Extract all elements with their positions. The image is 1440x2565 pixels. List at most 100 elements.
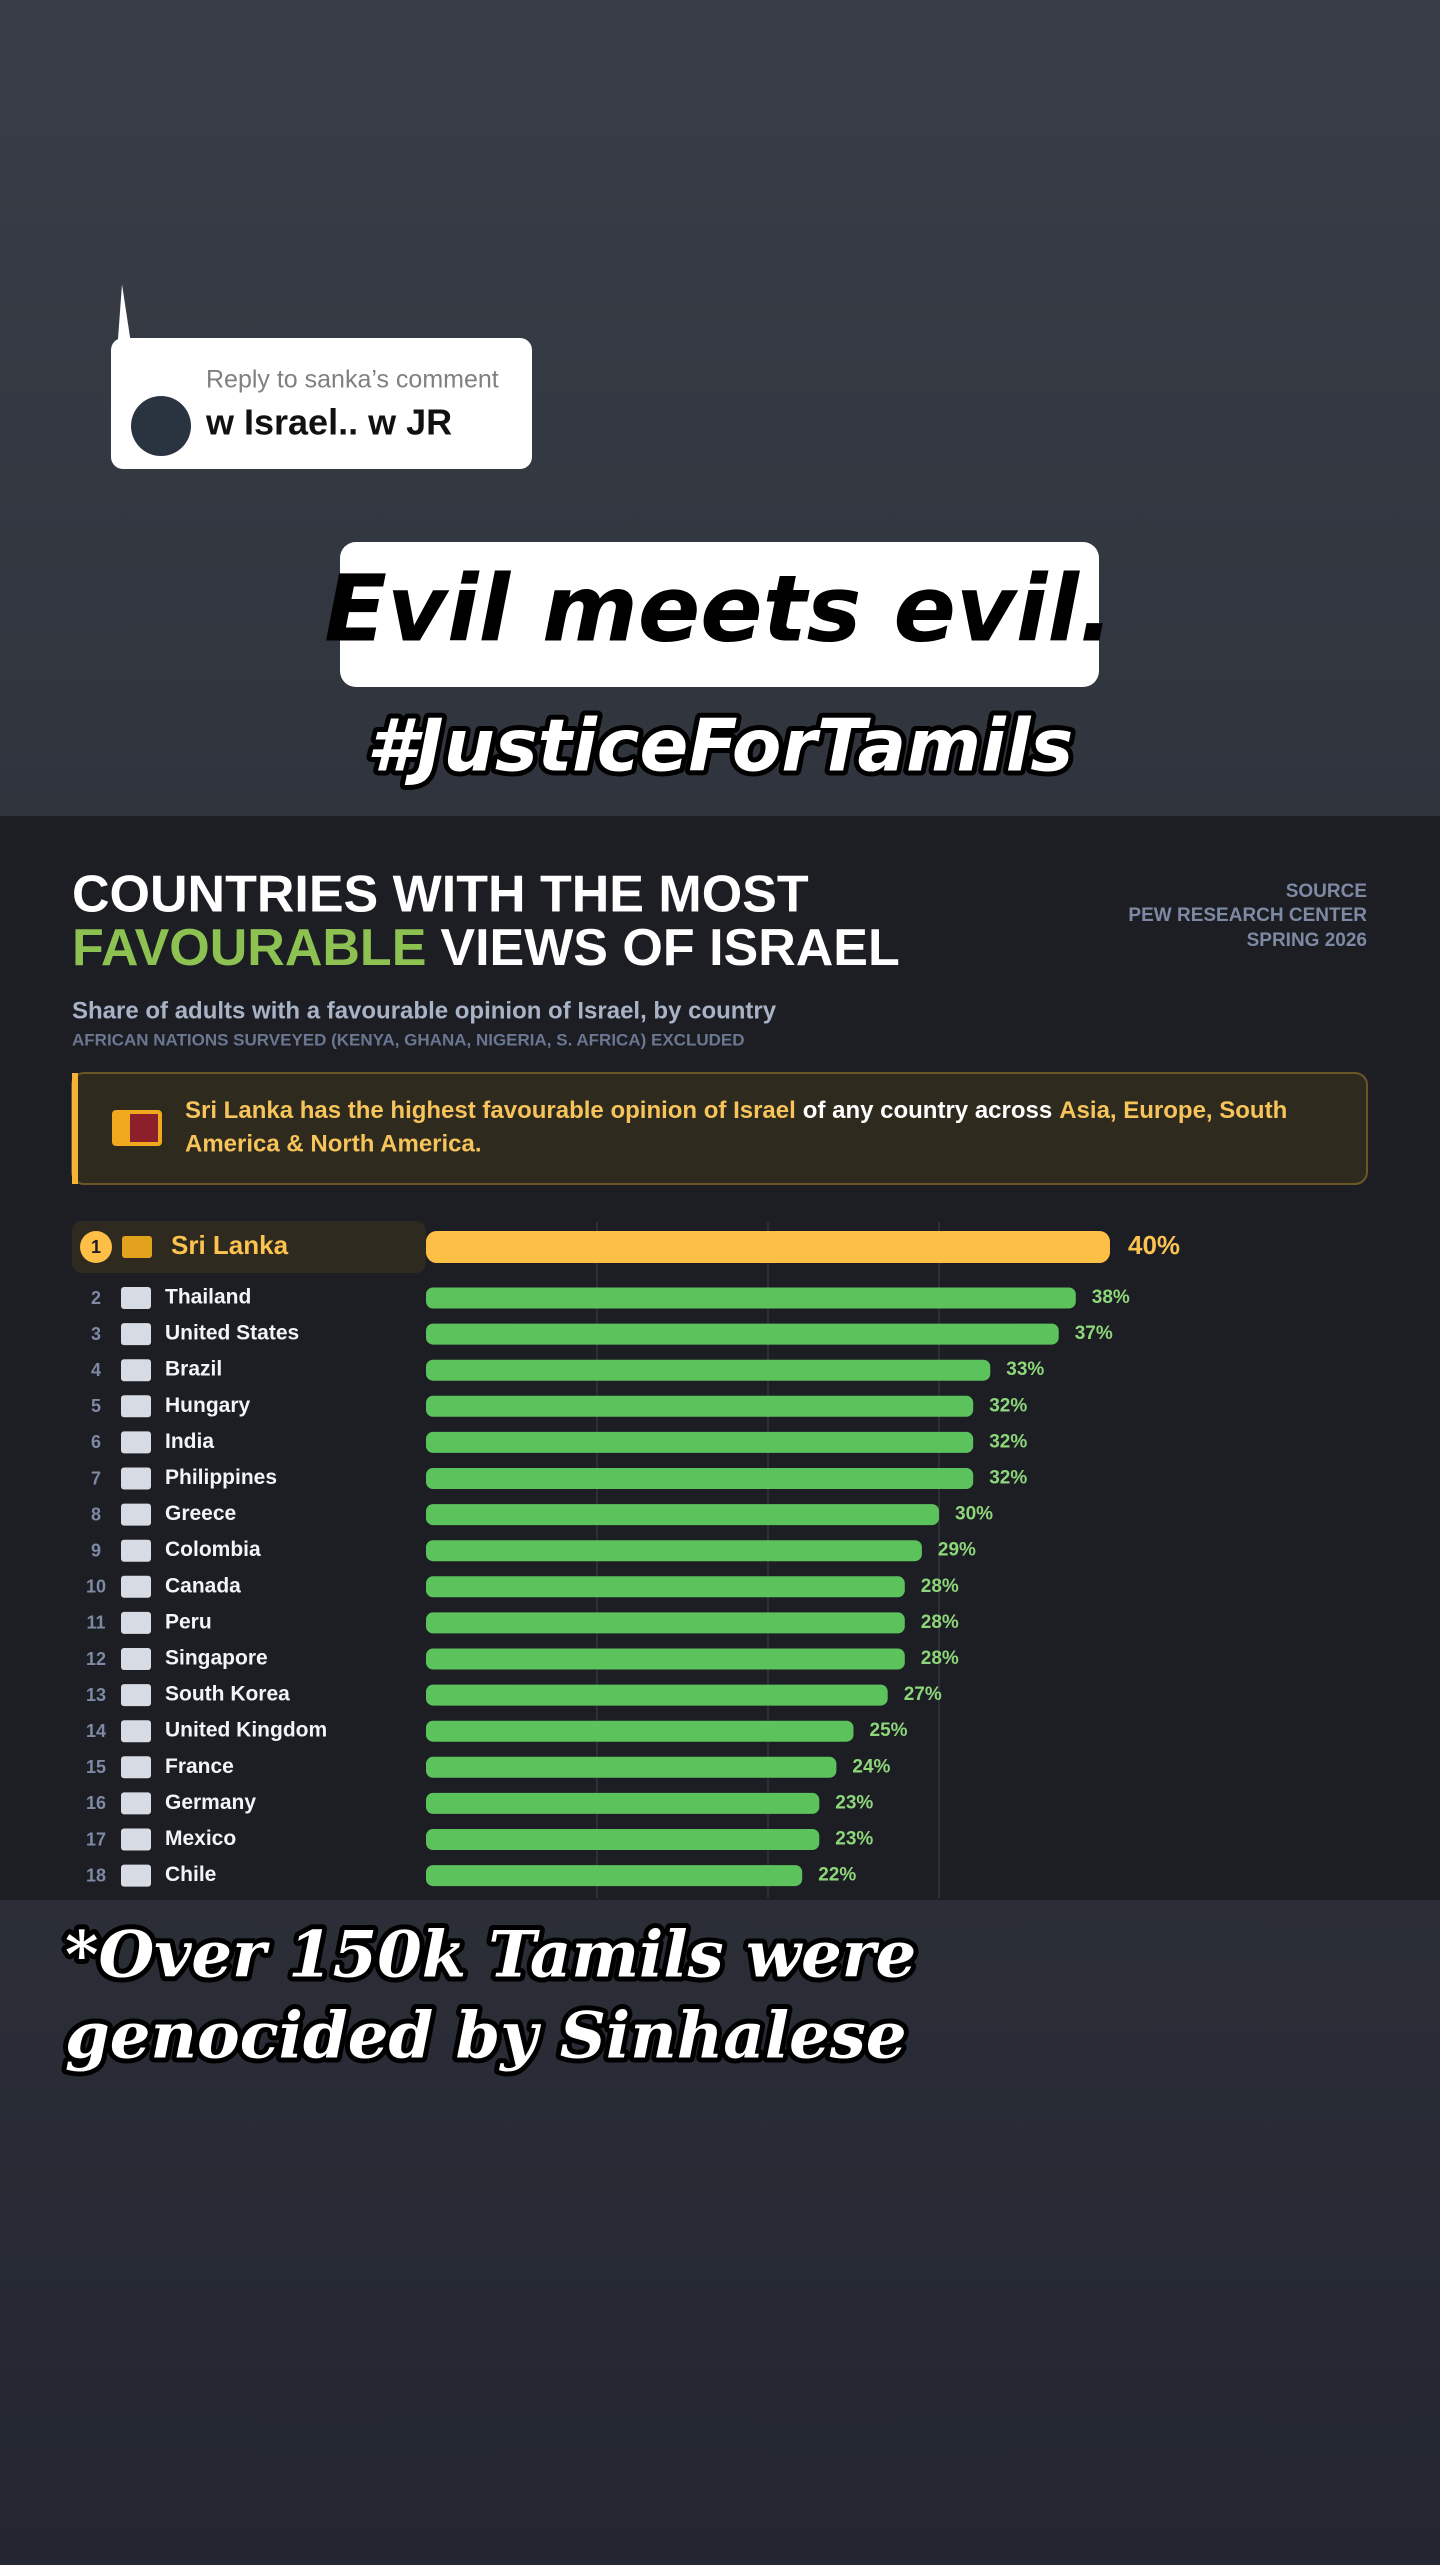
plot: 1 Sri Lanka 40% 2 Thailand 38% 3 United States 3… (72, 1221, 1180, 1898)
bar (426, 1576, 905, 1598)
rank: 18 (86, 1865, 106, 1885)
chart-title: COUNTRIES WITH THE MOST (72, 866, 809, 924)
bar (426, 1540, 922, 1562)
value-label: 22% (818, 1865, 856, 1886)
bottom-background (0, 1900, 1440, 2560)
flag-icon (121, 1395, 151, 1418)
bar (426, 1287, 1076, 1309)
bar (426, 1323, 1059, 1345)
rank: 11 (86, 1613, 105, 1633)
bar (426, 1359, 991, 1381)
value-label: 37% (1075, 1323, 1113, 1344)
bar (426, 1829, 820, 1850)
bar (426, 1756, 837, 1778)
country-label: Canada (165, 1574, 241, 1597)
bar (426, 1865, 803, 1887)
bar (426, 1792, 820, 1814)
chart-background (0, 816, 1440, 1900)
flag-icon (121, 1684, 151, 1707)
bar (426, 1468, 974, 1489)
footer-line: *Over 150k Tamils were (65, 1918, 916, 1993)
title-highlight: FAVOURABLE (72, 919, 426, 977)
caption: Evil meets evil. (324, 555, 1114, 662)
rank: 5 (91, 1396, 101, 1416)
value-label: 32% (989, 1431, 1027, 1452)
rank: 12 (86, 1649, 106, 1669)
country-label: United States (165, 1322, 299, 1345)
country-label: Colombia (165, 1538, 261, 1561)
country-label: India (165, 1430, 214, 1453)
country-label: Chile (165, 1863, 216, 1886)
rank: 7 (91, 1468, 101, 1488)
rank: 3 (91, 1324, 101, 1344)
country-label: Germany (165, 1791, 256, 1814)
source-date: SPRING 2026 (1247, 930, 1367, 951)
flag-icon (121, 1287, 151, 1309)
value-label: 28% (921, 1648, 959, 1669)
footer-line: genocided by Sinhalese (65, 1999, 907, 2074)
value-label: 33% (1006, 1359, 1044, 1380)
flag-icon (121, 1720, 151, 1743)
value-label: 27% (904, 1684, 942, 1705)
rank: 10 (86, 1577, 106, 1597)
value-label: 30% (955, 1504, 993, 1525)
flag-icon (121, 1828, 151, 1851)
callout-box (71, 1072, 1368, 1185)
rank: 9 (91, 1540, 101, 1560)
flag-icon (121, 1503, 151, 1526)
reply-label: Reply to sanka’s comment (206, 366, 499, 394)
rank: 6 (91, 1432, 101, 1452)
flag-icon (130, 1114, 158, 1142)
rank: 4 (91, 1360, 101, 1380)
country-label: Brazil (165, 1358, 222, 1381)
callout-highlight: Sri Lanka has the highest favourable opi… (185, 1097, 796, 1124)
reply-bubble (111, 338, 532, 469)
subtitle: Share of adults with a favourable opinio… (72, 997, 777, 1024)
value-label: 32% (989, 1468, 1027, 1489)
highlight-row (72, 1221, 426, 1273)
callout-line: Sri Lanka has the highest favourable opi… (185, 1097, 1287, 1124)
callout-line: America & North America. (185, 1130, 482, 1157)
value-label: 38% (1092, 1287, 1130, 1308)
value-label: 28% (921, 1612, 959, 1633)
bar (426, 1612, 905, 1634)
country-label: Singapore (165, 1647, 268, 1670)
rank: 2 (91, 1288, 101, 1308)
rank: 14 (86, 1721, 106, 1741)
value-label: 23% (835, 1829, 873, 1850)
country-label: South Korea (165, 1683, 290, 1706)
value-label: 40% (1128, 1230, 1180, 1260)
country-label: Philippines (165, 1466, 277, 1489)
rank: 16 (86, 1793, 106, 1813)
country-label: United Kingdom (165, 1719, 327, 1742)
bar (426, 1231, 1110, 1263)
value-label: 25% (870, 1720, 908, 1741)
country-label: Hungary (165, 1394, 251, 1417)
country-label: Greece (165, 1502, 236, 1525)
value-label: 23% (835, 1792, 873, 1813)
bar (426, 1684, 888, 1706)
flag-icon (121, 1467, 151, 1490)
flag-icon (121, 1792, 151, 1815)
flag-icon (121, 1539, 151, 1562)
country-label: Sri Lanka (171, 1230, 289, 1260)
chart-title: FAVOURABLE VIEWS OF ISRAEL (72, 919, 900, 977)
callout-accent (72, 1073, 78, 1184)
flag-icon (121, 1756, 151, 1779)
bar (426, 1395, 974, 1417)
country-label: Mexico (165, 1827, 236, 1850)
note: AFRICAN NATIONS SURVEYED (KENYA, GHANA, … (72, 1030, 745, 1049)
bar (426, 1720, 854, 1742)
flag-icon (121, 1611, 151, 1634)
country-label: Peru (165, 1610, 212, 1633)
bar (426, 1504, 939, 1526)
rank: 8 (91, 1504, 101, 1524)
avatar (131, 396, 191, 456)
caption-box (340, 542, 1099, 687)
callout-text: of any country across (803, 1097, 1052, 1124)
value-label: 24% (852, 1756, 890, 1777)
flag-icon (121, 1323, 151, 1346)
rank: 13 (86, 1685, 106, 1705)
